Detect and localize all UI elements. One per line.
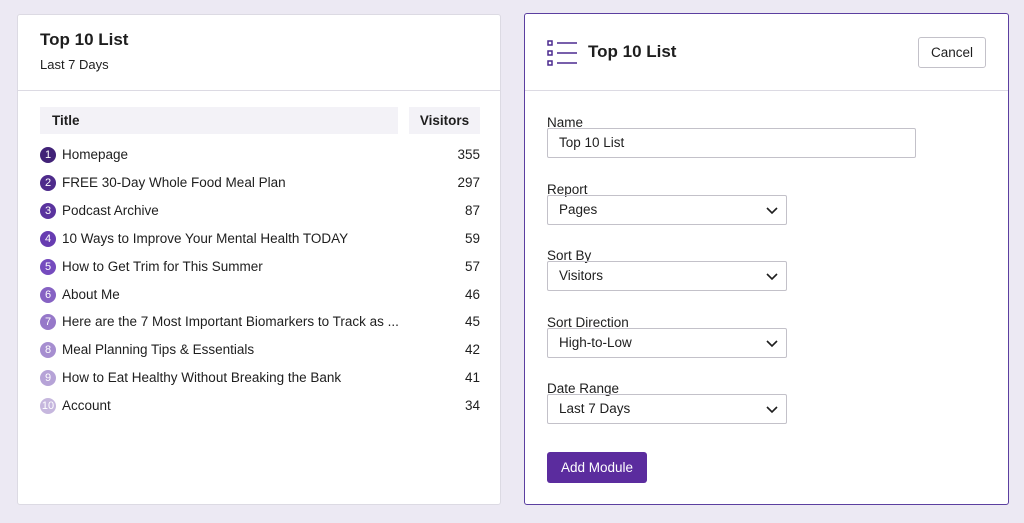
- card-subtitle: Last 7 Days: [40, 57, 109, 72]
- row-visitors: 41: [464, 370, 480, 386]
- row-visitors: 42: [464, 342, 480, 358]
- row-visitors: 87: [464, 202, 480, 218]
- chevron: [766, 207, 778, 215]
- table-row[interactable]: 2 FREE 30-Day Whole Food Meal Plan 297: [40, 173, 480, 193]
- table-row[interactable]: 1 Homepage 355: [40, 145, 480, 165]
- report-card: Top 10 List Last 7 Days Title Visitors 1…: [17, 14, 501, 505]
- field-label: Report: [547, 182, 588, 197]
- row-title[interactable]: Meal Planning Tips & Essentials: [62, 342, 255, 358]
- select-dropdown[interactable]: Visitors: [547, 261, 787, 291]
- row-title[interactable]: Podcast Archive: [62, 202, 159, 218]
- table-row[interactable]: 3 Podcast Archive 87: [40, 201, 480, 221]
- chevron: [766, 340, 778, 348]
- rank-badge: 8: [40, 342, 56, 359]
- rank-badge: 4: [40, 230, 56, 247]
- select-dropdown[interactable]: Last 7 Days: [547, 394, 787, 424]
- row-visitors: 34: [464, 398, 480, 414]
- field-label: Sort By: [547, 248, 592, 263]
- rank-badge: 10: [40, 398, 56, 415]
- card-title: Top 10 List: [588, 42, 677, 61]
- column-header[interactable]: Visitors: [409, 107, 480, 134]
- row-title[interactable]: How to Eat Healthy Without Breaking the …: [62, 370, 342, 386]
- rank-badge: 7: [40, 314, 56, 331]
- edit-card: Top 10 List Cancel Add Module Name Top 10…: [524, 13, 1009, 505]
- rank-badge: 5: [40, 258, 56, 275]
- row-visitors: 45: [464, 314, 480, 330]
- table-row[interactable]: 4 10 Ways to Improve Your Mental Health T…: [40, 229, 480, 249]
- divider: [525, 90, 1008, 91]
- column-header[interactable]: Title: [40, 107, 398, 134]
- card-title: Top 10 List: [40, 30, 129, 49]
- row-visitors: 59: [464, 230, 480, 246]
- table-row[interactable]: 8 Meal Planning Tips & Essentials 42: [40, 340, 480, 360]
- table-row[interactable]: 9 How to Eat Healthy Without Breaking the…: [40, 368, 480, 388]
- field-label: Date Range: [547, 381, 620, 396]
- add-module-button[interactable]: Add Module: [547, 452, 647, 483]
- row-title[interactable]: How to Get Trim for This Summer: [62, 258, 263, 274]
- row-title[interactable]: About Me: [62, 286, 120, 302]
- chevron: [766, 273, 778, 281]
- row-title[interactable]: Account: [62, 398, 111, 414]
- select-dropdown[interactable]: Pages: [547, 195, 787, 225]
- field-label: Sort Direction: [547, 315, 629, 330]
- row-title[interactable]: Here are the 7 Most Important Biomarkers…: [62, 314, 399, 330]
- rank-badge: 3: [40, 202, 56, 219]
- row-title[interactable]: 10 Ways to Improve Your Mental Health TO…: [62, 230, 349, 246]
- table-row[interactable]: 10 Account 34: [40, 396, 480, 416]
- rank-badge: 1: [40, 147, 56, 163]
- divider: [18, 90, 500, 91]
- rank-badge: 6: [40, 286, 56, 303]
- row-visitors: 355: [457, 147, 480, 162]
- table-row[interactable]: 7 Here are the 7 Most Important Biomarker…: [40, 312, 480, 332]
- row-visitors: 57: [464, 258, 480, 274]
- table-row[interactable]: 6 About Me 46: [40, 285, 480, 305]
- field-label: Name: [547, 115, 584, 130]
- chevron: [766, 406, 778, 414]
- text-input[interactable]: Top 10 List: [547, 128, 916, 158]
- table-row[interactable]: 5 How to Get Trim for This Summer 57: [40, 257, 480, 277]
- rank-badge: 9: [40, 370, 56, 387]
- rank-badge: 2: [40, 174, 56, 191]
- list-icon: [547, 40, 577, 66]
- row-title[interactable]: FREE 30-Day Whole Food Meal Plan: [62, 174, 286, 190]
- row-visitors: 46: [464, 286, 480, 302]
- cancel-button[interactable]: Cancel: [918, 37, 986, 68]
- row-visitors: 297: [457, 174, 480, 190]
- select-dropdown[interactable]: High-to-Low: [547, 328, 787, 358]
- row-title[interactable]: Homepage: [62, 147, 129, 162]
